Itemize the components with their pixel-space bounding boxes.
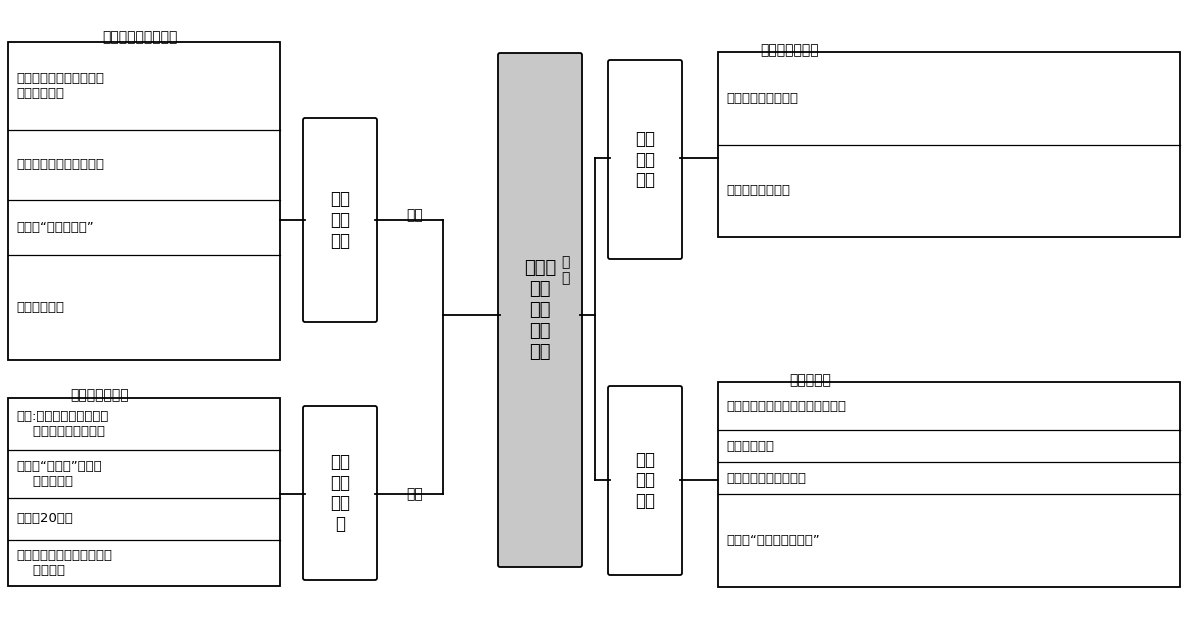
Text: 文学：《摩诃婆罗多》和
《罗摩衍那》: 文学：《摩诃婆罗多》和 《罗摩衍那》 — [16, 72, 104, 100]
Text: 建筑：法隆寺: 建筑：法隆寺 — [726, 440, 774, 452]
Text: 美洲
印第
安文
化: 美洲 印第 安文 化 — [330, 453, 350, 533]
Text: 文字:玛雅人独特的文字、
    阿兹特克人图画文字: 文字:玛雅人独特的文字、 阿兹特克人图画文字 — [16, 410, 108, 438]
Text: 宗教：佛教、印度教: 宗教：佛教、印度教 — [102, 30, 178, 44]
Text: 古代
日本
文化: 古代 日本 文化 — [635, 450, 655, 510]
FancyBboxPatch shape — [498, 53, 582, 567]
Text: 文字：“片假名和平假名”: 文字：“片假名和平假名” — [726, 534, 820, 547]
Text: 古代
朝鲜
文化: 古代 朝鲜 文化 — [635, 130, 655, 189]
FancyBboxPatch shape — [302, 118, 377, 322]
Text: 绘画：大和绘和浮世绘: 绘画：大和绘和浮世绘 — [726, 471, 806, 484]
FancyBboxPatch shape — [608, 60, 682, 259]
FancyBboxPatch shape — [302, 406, 377, 580]
Text: 南亚: 南亚 — [407, 208, 424, 222]
Text: 古代
印度
文化: 古代 印度 文化 — [330, 190, 350, 250]
Text: 史学：《三国史记》: 史学：《三国史记》 — [726, 92, 798, 105]
Text: 文字：巴利文: 文字：巴利文 — [16, 301, 64, 314]
Text: 历法：“玛雅历”、太阳
    历和太阴历: 历法：“玛雅历”、太阳 历和太阴历 — [16, 460, 102, 488]
Text: 艺术：佛塔、石柱和石窟: 艺术：佛塔、石柱和石窟 — [16, 159, 104, 171]
Text: 南亚、
东亚
与美
洲的
文化: 南亚、 东亚 与美 洲的 文化 — [524, 260, 556, 360]
Text: 美洲: 美洲 — [407, 487, 424, 501]
Text: 文学：《万叶集》和《源氏物语》: 文学：《万叶集》和《源氏物语》 — [726, 399, 846, 413]
Text: 数学：20进制: 数学：20进制 — [16, 512, 73, 525]
FancyBboxPatch shape — [608, 386, 682, 575]
Text: 艺术：音乐、舞蹈: 艺术：音乐、舞蹈 — [726, 185, 790, 197]
Text: 东
亚: 东 亚 — [560, 255, 569, 285]
Bar — [718, 382, 1180, 587]
Bar — [718, 52, 1180, 237]
Text: 宗教：多神崇拜: 宗教：多神崇拜 — [71, 388, 130, 402]
Text: 宗教：神道: 宗教：神道 — [790, 373, 830, 387]
Text: 医学：印加人使用麻醉剂、
    人体解剖: 医学：印加人使用麻醉剂、 人体解剖 — [16, 549, 112, 577]
Text: 天文学：瞻星台: 天文学：瞻星台 — [761, 43, 820, 57]
Text: 数学：“阿拉伯数字”: 数学：“阿拉伯数字” — [16, 221, 94, 234]
Bar — [8, 42, 280, 360]
Bar — [8, 398, 280, 586]
